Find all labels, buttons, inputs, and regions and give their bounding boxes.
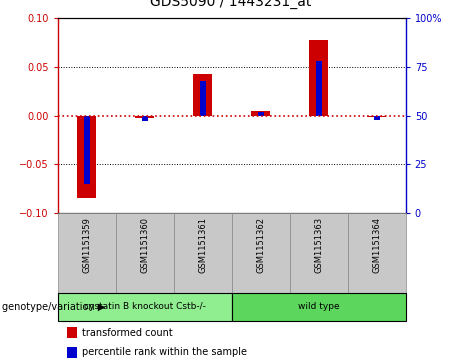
Text: genotype/variation ▶: genotype/variation ▶ bbox=[2, 302, 106, 312]
Bar bbox=[374, 115, 379, 119]
Bar bbox=[251, 111, 270, 115]
Bar bbox=[193, 74, 212, 115]
Bar bbox=[231, 213, 290, 293]
Bar bbox=[309, 40, 328, 115]
Bar bbox=[290, 213, 348, 293]
Bar bbox=[316, 61, 322, 115]
Text: GDS5090 / 1443231_at: GDS5090 / 1443231_at bbox=[150, 0, 311, 9]
Bar bbox=[58, 213, 116, 293]
Bar bbox=[136, 115, 154, 118]
Bar bbox=[367, 115, 386, 117]
Bar bbox=[84, 115, 89, 184]
Text: GSM1151362: GSM1151362 bbox=[256, 217, 265, 273]
Bar bbox=[231, 293, 406, 321]
Bar bbox=[142, 115, 148, 122]
Text: cystatin B knockout Cstb-/-: cystatin B knockout Cstb-/- bbox=[84, 302, 206, 311]
Text: GSM1151360: GSM1151360 bbox=[140, 217, 149, 273]
Text: GSM1151364: GSM1151364 bbox=[372, 217, 381, 273]
Text: GSM1151361: GSM1151361 bbox=[198, 217, 207, 273]
Bar bbox=[77, 115, 96, 199]
Text: percentile rank within the sample: percentile rank within the sample bbox=[82, 347, 247, 358]
Text: GSM1151359: GSM1151359 bbox=[82, 217, 91, 273]
Text: GSM1151363: GSM1151363 bbox=[314, 217, 323, 273]
Bar bbox=[200, 81, 206, 115]
Text: transformed count: transformed count bbox=[82, 328, 172, 338]
Bar bbox=[174, 213, 231, 293]
Bar bbox=[58, 293, 231, 321]
Bar bbox=[116, 213, 174, 293]
Bar bbox=[348, 213, 406, 293]
Text: wild type: wild type bbox=[298, 302, 339, 311]
Bar bbox=[258, 112, 264, 115]
